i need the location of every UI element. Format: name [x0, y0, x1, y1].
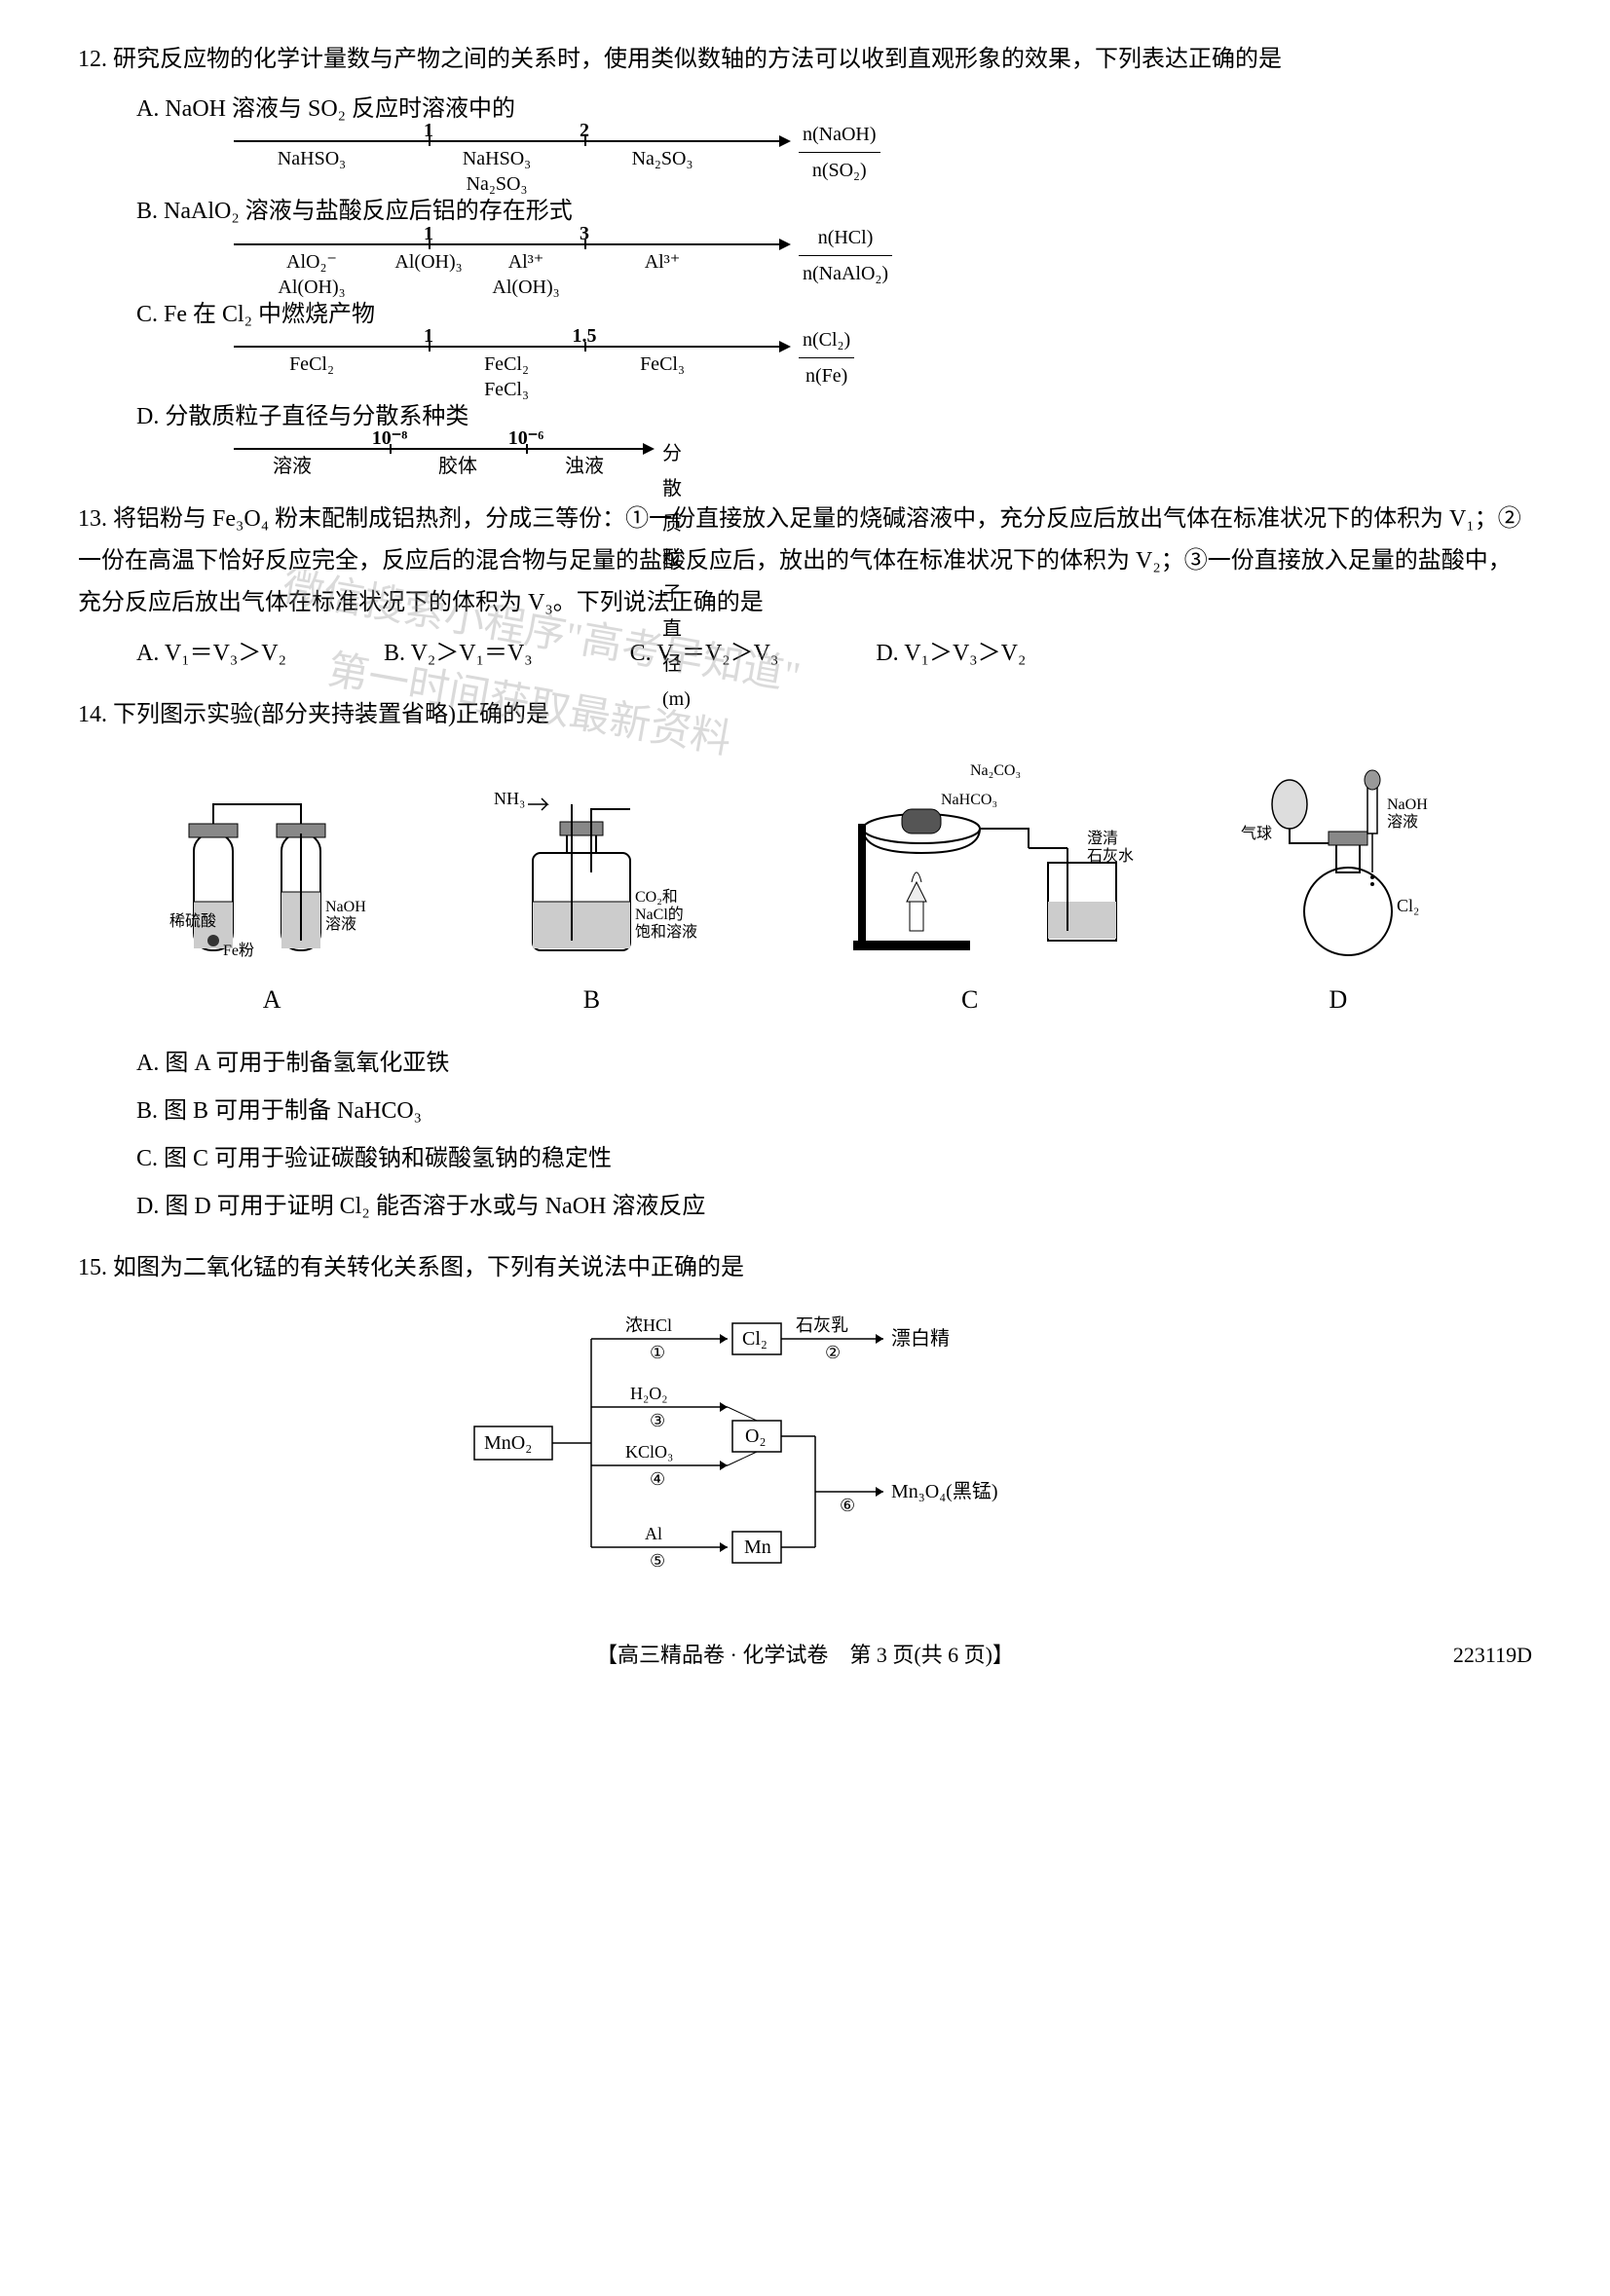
footer-text: 【高三精品卷 · 化学试卷 第 3 页(共 6 页)】: [596, 1643, 1014, 1667]
svg-text:②: ②: [825, 1343, 841, 1362]
q15-text: 如图为二氧化锰的有关转化关系图，下列有关说法中正确的是: [113, 1255, 744, 1280]
q13-option-a: A. V₁＝V₃＞V₂: [136, 633, 286, 675]
svg-text:H₂O₂: H₂O₂: [630, 1384, 668, 1403]
q14-figures: 稀硫酸 Fe粉 NaOH溶液 A NH₃: [117, 756, 1493, 1023]
page-footer: 【高三精品卷 · 化学试卷 第 3 页(共 6 页)】 223119D: [78, 1636, 1532, 1675]
question-13: 微信搜索小程序"高考早知道" 第一时间获取最新资料 13. 将铝粉与 Fe₃O₄…: [78, 499, 1532, 675]
q13-text: 将铝粉与 Fe₃O₄ 粉末配制成铝热剂，分成三等份：①一份直接放入足量的烧碱溶液…: [78, 506, 1521, 615]
q14-fig-d: 气球 NaOH溶液 Cl₂ D: [1231, 756, 1445, 1023]
svg-text:Cl₂: Cl₂: [742, 1328, 768, 1350]
svg-text:NaHCO₃: NaHCO₃: [941, 792, 997, 808]
flask-balloon-icon: 气球 NaOH溶液 Cl₂: [1231, 756, 1445, 970]
svg-text:④: ④: [650, 1469, 665, 1489]
q12-axis-d: 10⁻⁸ 10⁻⁶ 溶液 胶体 浊液 分散质粒子直径(m): [234, 448, 916, 450]
q13-number: 13.: [78, 506, 107, 532]
svg-text:Mn: Mn: [744, 1537, 771, 1558]
svg-text:Na₂CO₃: Na₂CO₃: [970, 762, 1021, 779]
flowchart-icon: MnO₂ 浓HCl ① Cl₂ 石灰乳 ② 漂白精 H₂O₂ ③ KClO₃: [455, 1310, 1156, 1582]
q12-axis-c: 1 1.5 FeCl₂ FeCl₂ FeCl₃ FeCl₃ n(Cl₂)n(Fe…: [234, 346, 916, 348]
test-tube-icon: 稀硫酸 Fe粉 NaOH溶液: [165, 775, 379, 970]
svg-text:Al: Al: [645, 1524, 662, 1543]
question-15: 15. 如图为二氧化锰的有关转化关系图，下列有关说法中正确的是 MnO₂ 浓HC…: [78, 1247, 1532, 1596]
svg-text:③: ③: [650, 1411, 665, 1430]
svg-text:Cl₂: Cl₂: [1397, 896, 1419, 915]
svg-text:⑤: ⑤: [650, 1551, 665, 1571]
q14-option-b: B. 图 B 可用于制备 NaHCO₃: [136, 1091, 1532, 1132]
heating-apparatus-icon: Na₂CO₃ NaHCO₃: [805, 756, 1136, 970]
svg-text:①: ①: [650, 1343, 665, 1362]
q15-flowchart: MnO₂ 浓HCl ① Cl₂ 石灰乳 ② 漂白精 H₂O₂ ③ KClO₃: [455, 1310, 1156, 1597]
svg-text:漂白精: 漂白精: [891, 1327, 950, 1350]
q14-number: 14.: [78, 702, 107, 727]
q13-option-d: D. V₁＞V₃＞V₂: [876, 633, 1026, 675]
q15-number: 15.: [78, 1255, 107, 1280]
svg-text:CO₂和NaCl的饱和溶液: CO₂和NaCl的饱和溶液: [635, 888, 697, 941]
svg-text:石灰乳: 石灰乳: [796, 1315, 848, 1335]
q12-axis-b: 1 3 AlO₂⁻ Al(OH)₃ Al(OH)₃ Al³⁺ Al(OH)₃ A…: [234, 243, 916, 245]
svg-text:稀硫酸: 稀硫酸: [169, 912, 216, 930]
q14-fig-c: Na₂CO₃ NaHCO₃: [805, 756, 1136, 1023]
q12-option-d: D. 分散质粒子直径与分散系种类: [136, 396, 1532, 438]
svg-text:Mn₃O₄(黑锰): Mn₃O₄(黑锰): [891, 1480, 998, 1502]
question-14: 14. 下列图示实验(部分夹持装置省略)正确的是 稀硫酸 Fe粉: [78, 694, 1532, 1229]
q14-option-a: A. 图 A 可用于制备氢氧化亚铁: [136, 1043, 1532, 1085]
footer-code: 223119D: [1453, 1636, 1532, 1675]
svg-text:MnO₂: MnO₂: [484, 1432, 532, 1454]
svg-text:NaOH溶液: NaOH溶液: [1387, 796, 1428, 831]
gas-bottle-icon: NH₃ CO₂和NaCl的饱和溶液: [474, 775, 708, 970]
q13-option-c: C. V₁＝V₂＞V₃: [630, 633, 779, 675]
q12-axis-a: 1 2 NaHSO₃ NaHSO₃ Na₂SO₃ Na₂SO₃ n(NaOH)n…: [234, 140, 916, 142]
svg-text:⑥: ⑥: [840, 1496, 855, 1515]
q14-fig-a: 稀硫酸 Fe粉 NaOH溶液 A: [165, 775, 379, 1023]
svg-text:Fe粉: Fe粉: [223, 942, 254, 959]
q13-option-b: B. V₂＞V₁＝V₃: [384, 633, 533, 675]
q14-option-d: D. 图 D 可用于证明 Cl₂ 能否溶于水或与 NaOH 溶液反应: [136, 1186, 1532, 1228]
q12-number: 12.: [78, 47, 107, 72]
q12-text: 研究反应物的化学计量数与产物之间的关系时，使用类似数轴的方法可以收到直观形象的效…: [113, 47, 1282, 72]
svg-text:NaOH溶液: NaOH溶液: [325, 899, 366, 933]
svg-text:O₂: O₂: [745, 1426, 766, 1447]
q14-text: 下列图示实验(部分夹持装置省略)正确的是: [113, 702, 549, 727]
q14-option-c: C. 图 C 可用于验证碳酸钠和碳酸氢钠的稳定性: [136, 1138, 1532, 1180]
question-12: 12. 研究反应物的化学计量数与产物之间的关系时，使用类似数轴的方法可以收到直观…: [78, 39, 1532, 450]
svg-text:KClO₃: KClO₃: [625, 1442, 673, 1462]
svg-text:NH₃: NH₃: [494, 789, 525, 808]
svg-text:气球: 气球: [1241, 825, 1272, 842]
svg-text:浓HCl: 浓HCl: [625, 1315, 672, 1335]
svg-text:澄清石灰水: 澄清石灰水: [1087, 830, 1134, 865]
q14-fig-b: NH₃ CO₂和NaCl的饱和溶液 B: [474, 775, 708, 1023]
